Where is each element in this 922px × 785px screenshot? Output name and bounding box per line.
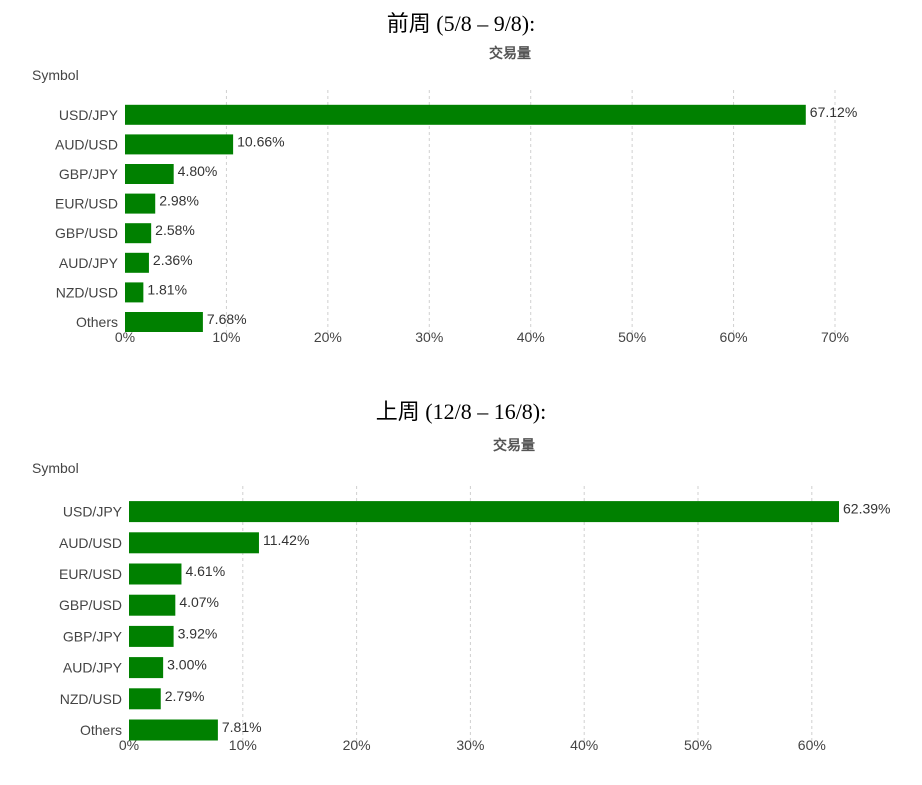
data-label: 4.07% — [179, 594, 219, 610]
data-label: 2.79% — [165, 688, 205, 704]
x-tick-label: 30% — [456, 737, 484, 753]
data-label: 2.58% — [155, 222, 195, 238]
category-label: NZD/USD — [60, 691, 122, 707]
category-label: AUD/USD — [55, 136, 118, 152]
data-label: 4.80% — [178, 163, 218, 179]
x-tick-label: 40% — [517, 329, 545, 345]
category-label: EUR/USD — [55, 196, 118, 212]
category-label: Others — [80, 722, 122, 738]
bar — [125, 312, 203, 332]
category-label: GBP/USD — [59, 597, 122, 613]
data-label: 1.81% — [147, 281, 187, 297]
x-tick-label: 20% — [314, 329, 342, 345]
x-tick-label: 0% — [119, 737, 139, 753]
data-label: 7.68% — [207, 311, 247, 327]
bar-chart-last-week: 交易量 Symbol USD/JPY 62.39% AUD/USD 11.42% EUR/U… — [32, 437, 890, 753]
bar — [125, 134, 234, 155]
bar — [125, 104, 806, 125]
x-tick-label: 10% — [212, 329, 240, 345]
data-label: 2.98% — [159, 193, 199, 209]
x-tick-label: 30% — [415, 329, 443, 345]
chart-title: 交易量 — [493, 437, 535, 454]
category-label: AUD/JPY — [59, 255, 119, 271]
data-label: 10.66% — [237, 133, 284, 149]
data-label: 2.36% — [153, 252, 193, 268]
x-tick-label: 40% — [570, 737, 598, 753]
bar — [125, 193, 156, 214]
bar — [129, 563, 182, 585]
chart-title: 交易量 — [489, 45, 531, 62]
data-label: 62.39% — [843, 501, 890, 517]
x-tick-label: 20% — [343, 737, 371, 753]
data-label: 11.42% — [263, 532, 309, 548]
category-label: AUD/JPY — [63, 660, 123, 676]
data-label: 3.92% — [178, 625, 218, 641]
category-label: NZD/USD — [56, 284, 118, 300]
x-tick-label: 60% — [720, 329, 748, 345]
category-label: GBP/USD — [55, 225, 118, 241]
bar — [125, 252, 149, 273]
bar — [129, 594, 176, 616]
x-tick-label: 60% — [798, 737, 826, 753]
category-label: AUD/USD — [59, 535, 122, 551]
bar — [129, 657, 164, 679]
bar — [125, 282, 144, 303]
x-tick-label: 50% — [618, 329, 646, 345]
category-label: USD/JPY — [63, 504, 123, 520]
bar — [129, 532, 259, 554]
data-label: 7.81% — [222, 719, 262, 735]
category-label: GBP/JPY — [63, 628, 123, 644]
category-label: USD/JPY — [59, 107, 119, 123]
bar — [129, 501, 839, 523]
bar — [129, 688, 161, 710]
data-label: 4.61% — [185, 563, 225, 579]
y-axis-label: Symbol — [32, 67, 79, 83]
bar — [125, 164, 174, 184]
bar — [125, 223, 152, 244]
category-label: Others — [76, 314, 118, 330]
bar-chart-previous-week: 交易量 Symbol USD/JPY 67.12% AUD/USD 10.66% GBP/J… — [32, 45, 857, 345]
data-label: 67.12% — [810, 104, 857, 120]
chart-heading-previous-week: 前周 (5/8 – 9/8): — [386, 11, 536, 36]
x-tick-label: 50% — [684, 737, 712, 753]
category-label: EUR/USD — [59, 566, 122, 582]
category-label: GBP/JPY — [59, 166, 119, 182]
bar — [129, 719, 218, 741]
x-tick-label: 10% — [229, 737, 257, 753]
x-tick-label: 70% — [821, 329, 849, 345]
y-axis-label: Symbol — [32, 460, 79, 476]
x-tick-label: 0% — [115, 329, 135, 345]
data-label: 3.00% — [167, 657, 207, 673]
bar — [129, 625, 174, 647]
chart-heading-last-week: 上周 (12/8 – 16/8): — [375, 399, 547, 424]
